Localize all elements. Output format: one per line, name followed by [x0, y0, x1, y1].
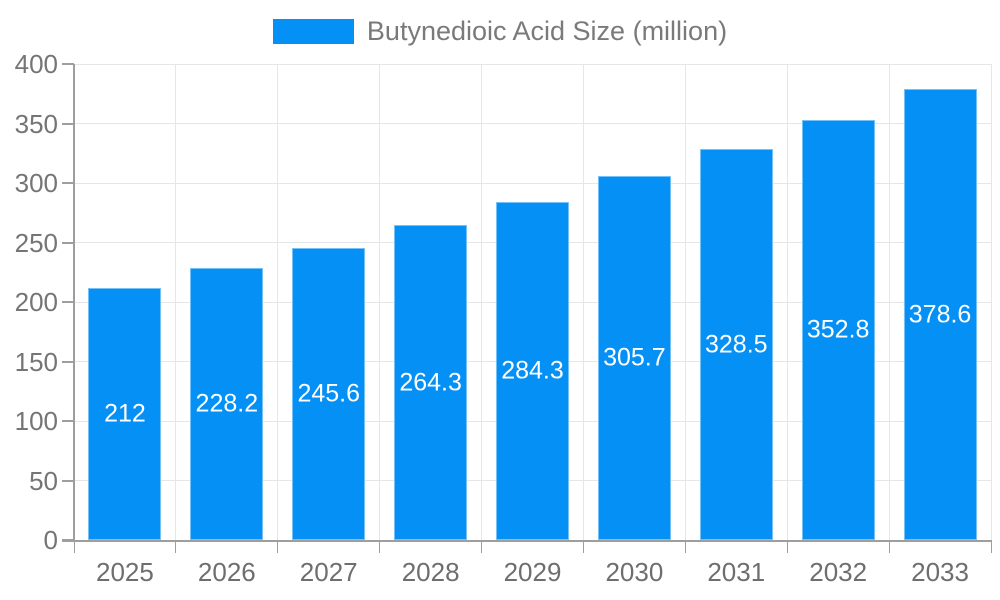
y-gridline: [74, 182, 991, 184]
x-axis-tick: [379, 540, 381, 553]
y-axis-label: 400: [14, 49, 58, 79]
y-axis-label: 200: [14, 287, 58, 317]
y-axis-tick: [62, 420, 74, 422]
legend[interactable]: Butynedioic Acid Size (million): [0, 14, 1000, 48]
x-axis-label: 2028: [401, 557, 460, 587]
x-axis-tick: [786, 540, 788, 553]
y-axis-tick: [62, 479, 74, 482]
x-axis-tick: [73, 540, 75, 553]
x-axis-label: 2032: [809, 557, 868, 587]
x-axis-tick: [888, 540, 890, 553]
bar[interactable]: [88, 287, 162, 540]
x-gridline: [786, 64, 788, 540]
bar[interactable]: [597, 176, 671, 540]
x-axis-label: 2029: [503, 557, 562, 587]
bar[interactable]: [903, 89, 977, 540]
bar[interactable]: [190, 268, 264, 540]
y-axis-label: 350: [14, 108, 58, 139]
x-axis-tick: [582, 540, 584, 553]
x-gridline: [888, 64, 890, 540]
y-axis-tick: [62, 301, 74, 303]
y-axis-line: [73, 64, 75, 542]
y-axis-tick: [62, 182, 74, 184]
x-gridline: [481, 64, 483, 540]
x-axis-label: 2025: [96, 557, 154, 587]
x-axis-tick: [277, 540, 279, 553]
x-axis-label: 2027: [299, 557, 358, 587]
x-gridline: [582, 64, 584, 540]
y-axis-tick: [62, 360, 74, 363]
y-axis-label: 0: [43, 525, 58, 555]
legend-swatch: [272, 18, 354, 44]
bar[interactable]: [801, 120, 875, 540]
x-gridline: [684, 64, 686, 540]
y-axis-label: 50: [29, 465, 58, 496]
bar[interactable]: [496, 201, 569, 540]
y-axis-tick: [62, 241, 74, 244]
x-gridline: [990, 64, 992, 540]
y-gridline: [74, 63, 991, 65]
x-axis-label: 2030: [605, 557, 664, 587]
legend-label: Butynedioic Acid Size (million): [366, 15, 728, 46]
bar[interactable]: [394, 225, 468, 540]
x-axis-label: 2033: [911, 557, 969, 587]
bar[interactable]: [699, 149, 773, 540]
x-axis-tick: [990, 540, 992, 553]
x-gridline: [277, 64, 279, 540]
x-gridline: [379, 64, 381, 540]
y-axis-tick: [62, 63, 74, 65]
bar[interactable]: [292, 247, 366, 540]
x-axis-tick: [175, 540, 177, 553]
y-axis-label: 250: [14, 227, 58, 258]
y-axis-label: 300: [14, 168, 58, 198]
x-axis-label: 2026: [197, 557, 256, 587]
x-gridline: [175, 64, 177, 540]
x-axis-tick: [684, 540, 686, 553]
y-axis-tick: [62, 122, 74, 125]
x-axis-tick: [481, 540, 483, 553]
x-axis-label: 2031: [707, 557, 766, 587]
y-axis-label: 150: [14, 346, 58, 377]
y-gridline: [74, 123, 991, 124]
y-axis-label: 100: [14, 406, 58, 436]
x-axis-line: [62, 540, 991, 542]
